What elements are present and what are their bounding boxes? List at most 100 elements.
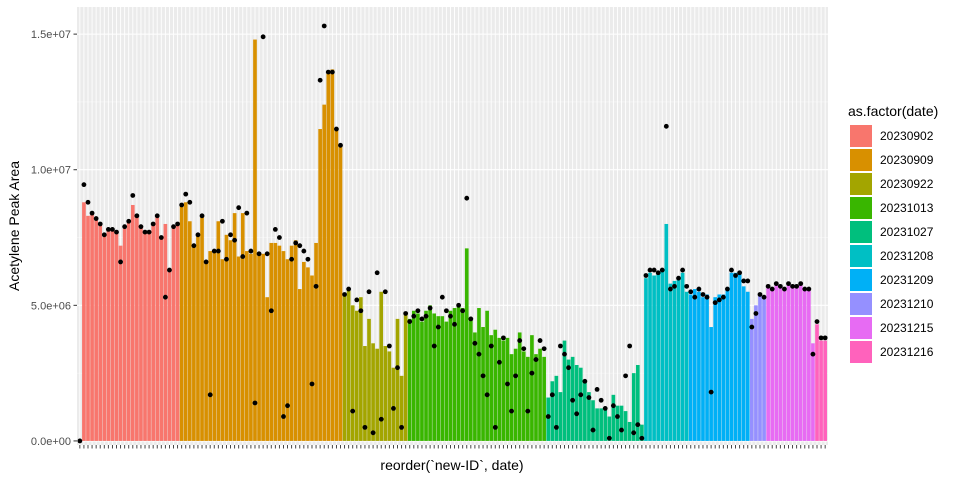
point-20231013	[456, 302, 462, 308]
point-20231027	[606, 435, 612, 441]
y-tick-label: 5.0e+06	[31, 300, 71, 312]
point-20230902	[85, 199, 91, 205]
point-20230902	[134, 213, 140, 219]
point-20231027	[602, 405, 608, 411]
point-20231208	[643, 273, 649, 278]
point-20231209	[696, 286, 702, 292]
point-20230909	[301, 248, 307, 254]
bar-20231013	[485, 310, 489, 441]
point-20230902	[97, 221, 103, 227]
bar-20231215	[807, 289, 811, 441]
point-20230922	[374, 270, 380, 276]
bar-20231210	[754, 305, 758, 441]
legend-label-20231027: 20231027	[880, 225, 934, 239]
point-20231027	[574, 411, 580, 417]
point-20231216	[818, 335, 824, 341]
point-20231215	[777, 283, 783, 289]
y-tick-label: 1.5e+07	[31, 29, 71, 41]
legend-label-20231208: 20231208	[880, 249, 934, 263]
point-20231215	[794, 283, 800, 289]
bar-20231208	[668, 283, 673, 441]
bar-20230922	[375, 348, 379, 441]
point-20230909	[179, 202, 185, 208]
bar-20231013	[452, 308, 457, 441]
point-20231013	[517, 338, 523, 343]
x-axis-title: reorder(`new-ID`, date)	[380, 457, 523, 473]
bar-20231013	[477, 308, 481, 441]
bar-20231208	[648, 272, 652, 441]
bar-20231209	[701, 297, 705, 441]
legend-key-20231013	[850, 197, 872, 219]
bar-20231208	[664, 223, 669, 441]
point-20231027	[619, 427, 624, 433]
point-20231013	[423, 313, 429, 319]
point-20230909	[211, 248, 217, 254]
point-20230909	[325, 69, 331, 75]
bar-20230902	[163, 223, 168, 441]
point-20230909	[191, 243, 197, 249]
bars	[82, 39, 827, 441]
bar-20230922	[371, 343, 375, 441]
bar-20231013	[416, 313, 420, 441]
point-20231215	[773, 281, 779, 287]
bar-20230922	[346, 289, 351, 441]
point-20230902	[89, 210, 95, 216]
y-axis: 0.0e+00 5.0e+06 1.0e+07 1.5e+07	[31, 29, 77, 448]
point-20231215	[810, 351, 816, 357]
point-20230909	[236, 205, 242, 211]
point-20231027	[578, 392, 584, 398]
bar-20230909	[334, 129, 339, 441]
bar-20230902	[126, 221, 131, 441]
bar-20231209	[745, 291, 750, 441]
bar-20231208	[660, 270, 665, 441]
point-20231209	[692, 294, 698, 300]
point-20230902	[93, 216, 99, 221]
legend-label-20231215: 20231215	[880, 321, 934, 335]
bar-20231027	[583, 381, 587, 441]
legend-label-20231216: 20231216	[880, 345, 934, 359]
bar-20230902	[167, 270, 172, 441]
point-20231215	[786, 281, 791, 287]
bar-20230909	[244, 251, 249, 441]
point-20231208	[655, 270, 661, 276]
legend-label-20231013: 20231013	[880, 201, 934, 215]
point-20231209	[729, 267, 734, 273]
point-20230909	[199, 213, 205, 219]
point-20231013	[513, 373, 519, 379]
bar-20231027	[566, 359, 571, 441]
bar-20231013	[481, 327, 485, 441]
point-20231013	[411, 313, 417, 319]
bar-20230909	[293, 240, 298, 441]
point-20231027	[590, 427, 596, 433]
point-20230902	[142, 229, 148, 235]
bar-20231209	[737, 272, 742, 441]
bar-20231027	[574, 364, 579, 441]
bar-20231209	[705, 294, 709, 441]
bar-20231208	[684, 291, 689, 441]
point-20231027	[639, 435, 645, 441]
point-20230909	[313, 283, 319, 289]
bar-20230902	[90, 213, 94, 441]
bar-20231027	[591, 400, 595, 441]
bar-20230922	[387, 351, 392, 441]
bar-20231215	[778, 286, 783, 441]
point-20230902	[158, 235, 164, 240]
point-20231209	[741, 278, 747, 284]
point-20230909	[264, 251, 270, 257]
point-20231210	[749, 324, 755, 330]
point-20231013	[435, 324, 441, 330]
bar-20230902	[106, 229, 111, 441]
bar-20231027	[640, 424, 644, 441]
y-tick-label: 0.0e+00	[31, 436, 71, 448]
point-20230902	[171, 224, 176, 230]
bar-20231208	[644, 278, 648, 441]
bar-20230902	[175, 223, 180, 441]
point-20231027	[623, 373, 628, 379]
bar-20230909	[302, 261, 306, 441]
bar-20230922	[379, 291, 384, 441]
bar-20230909	[281, 251, 286, 441]
point-20230909	[240, 254, 246, 259]
bar-20231215	[802, 289, 807, 441]
bar-20231209	[721, 294, 726, 441]
point-20231215	[790, 283, 795, 289]
